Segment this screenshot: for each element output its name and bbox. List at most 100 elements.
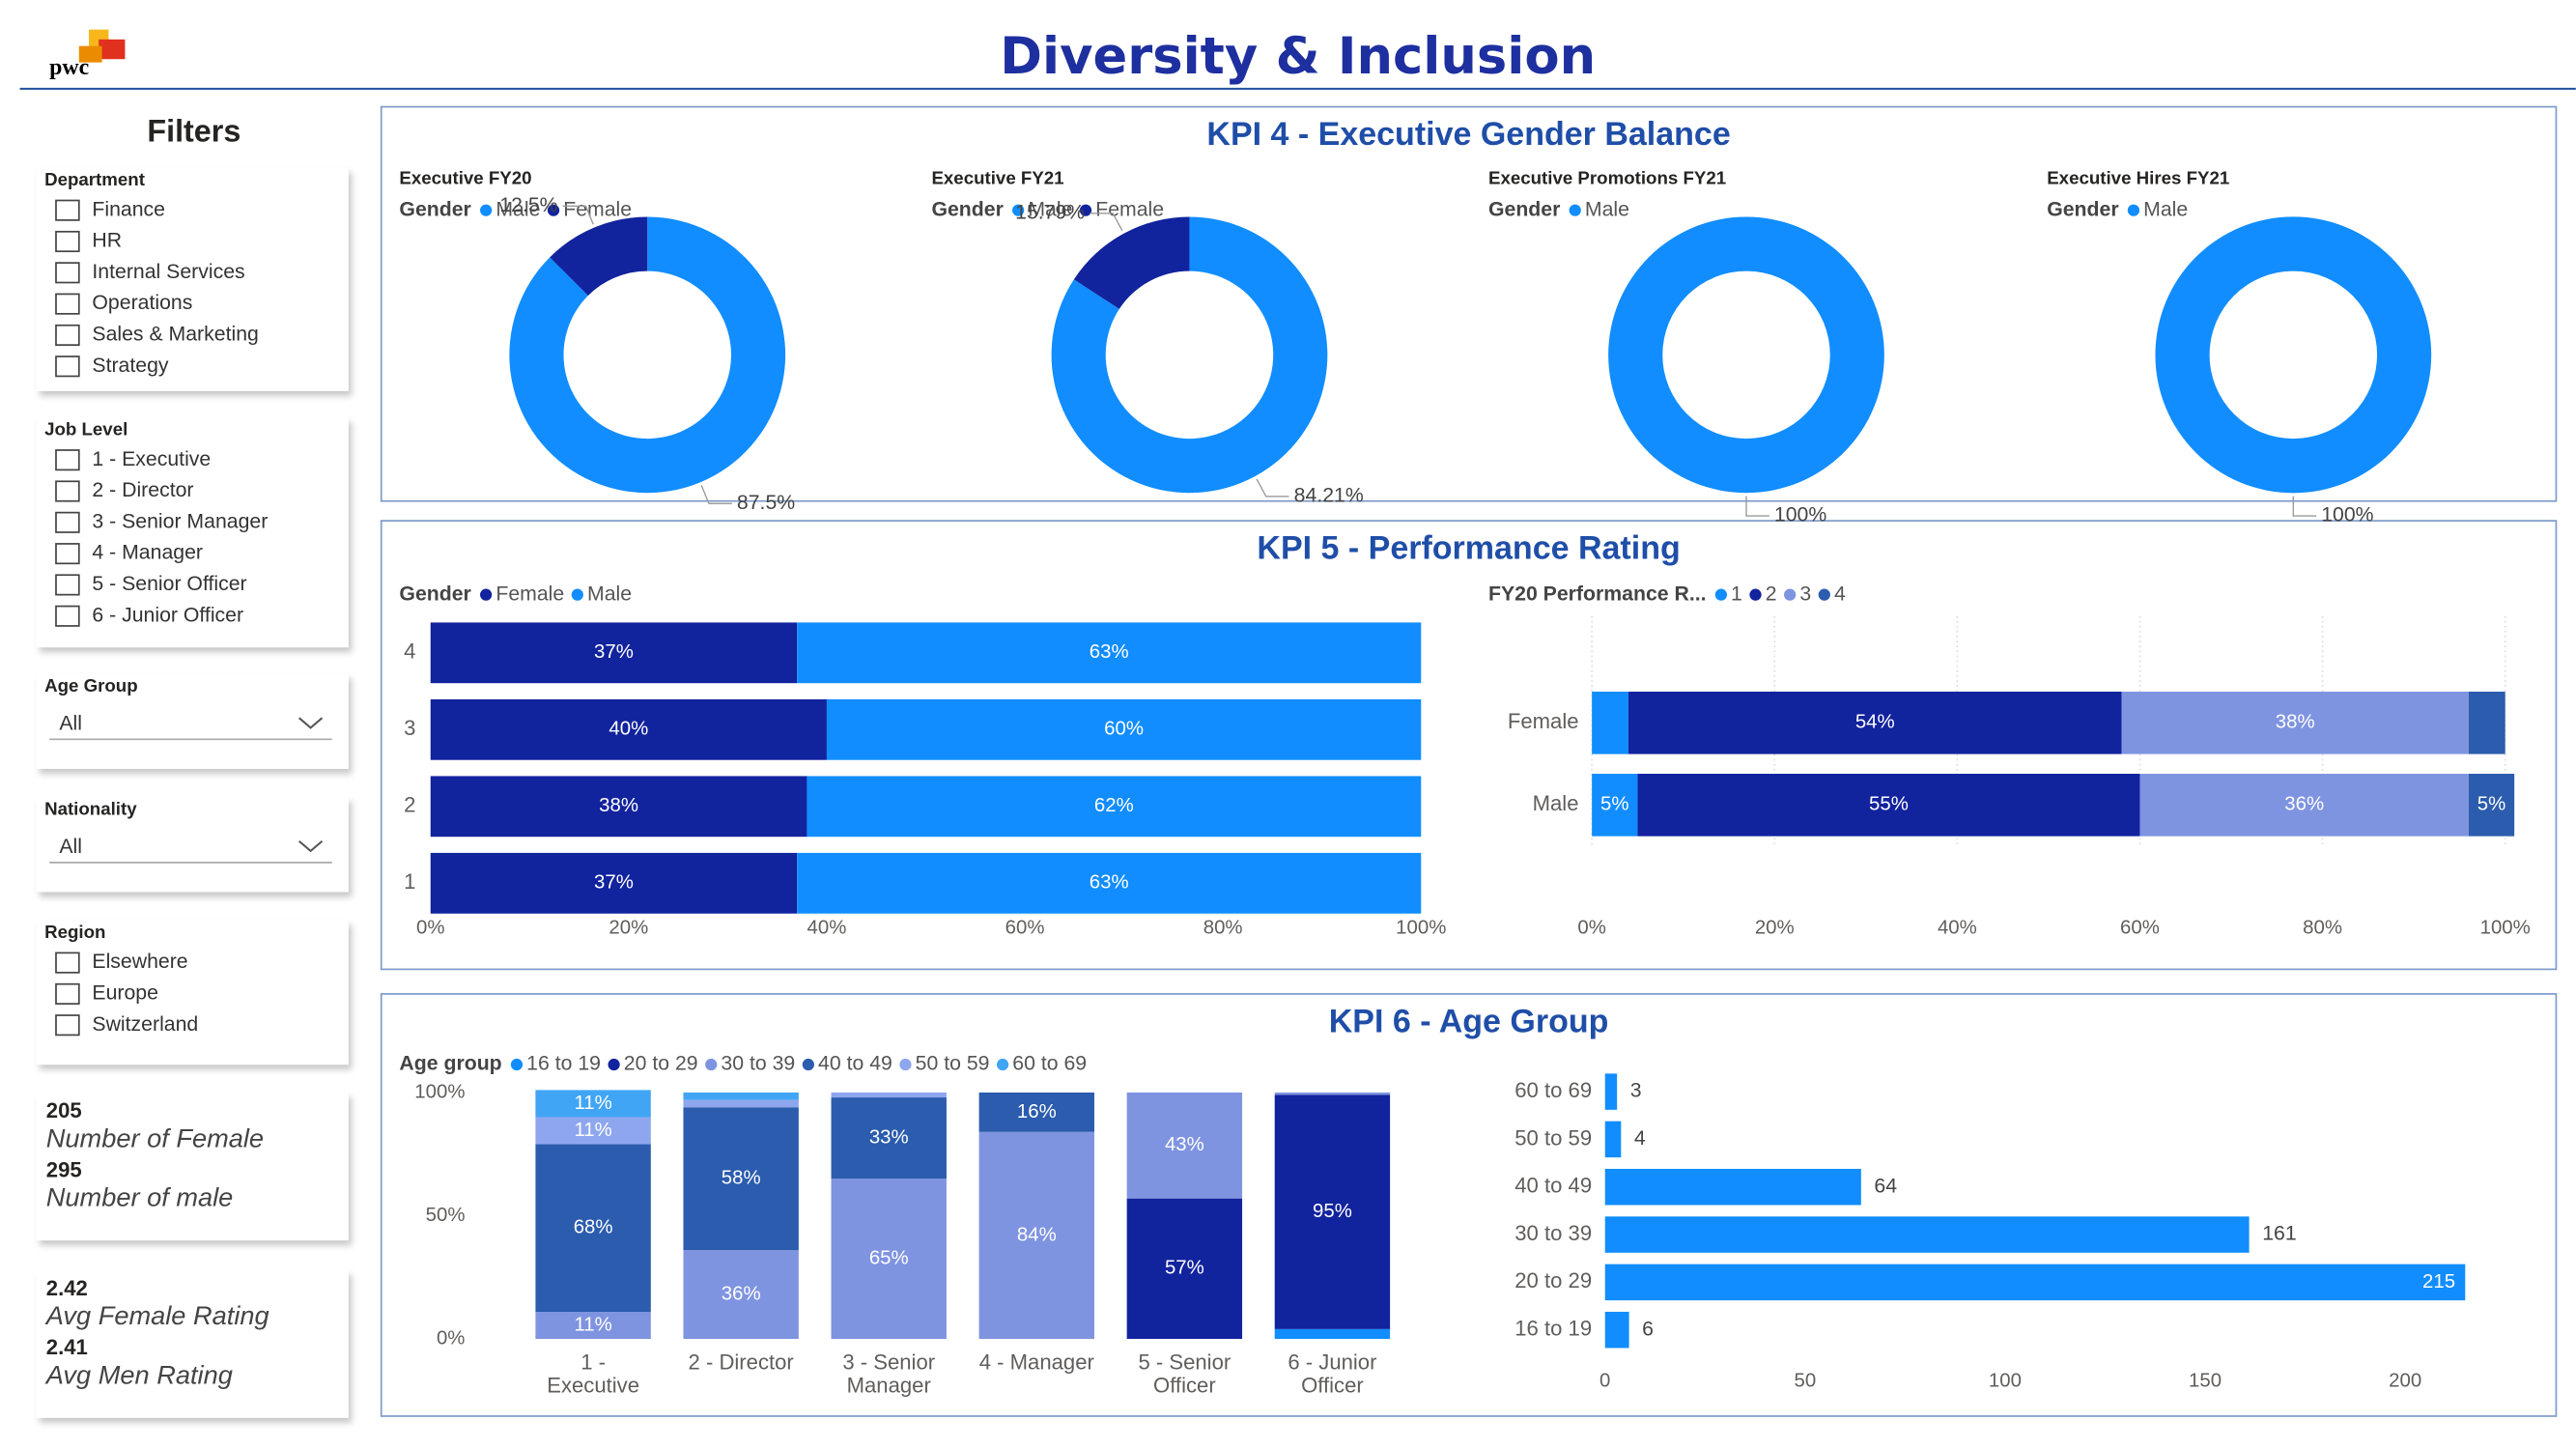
slicer-option[interactable]: HR — [92, 229, 122, 252]
data-label: 36% — [2284, 794, 2324, 815]
data-label: 40% — [609, 719, 648, 740]
x-tick-label: 100% — [2480, 917, 2531, 938]
checkbox[interactable] — [55, 480, 80, 502]
slicer-option[interactable]: Strategy — [92, 354, 169, 377]
slicer-option[interactable]: Finance — [92, 197, 165, 220]
legend-swatch — [1749, 588, 1762, 601]
checkbox[interactable] — [55, 605, 80, 627]
dropdown-value[interactable]: All — [59, 835, 82, 858]
column-segment — [683, 1250, 799, 1340]
slicer-option[interactable]: 6 - Junior Officer — [92, 603, 243, 626]
slicer-box — [36, 796, 349, 893]
data-label: 4 — [1634, 1126, 1646, 1150]
checkbox[interactable] — [55, 574, 80, 596]
slicer-option[interactable]: Elsewhere — [92, 950, 187, 973]
dropdown-chevron[interactable] — [298, 717, 324, 729]
slicer-option[interactable]: 4 - Manager — [92, 541, 203, 564]
legend-swatch — [480, 204, 493, 216]
legend-swatch — [2127, 204, 2140, 216]
leader-line — [562, 205, 594, 225]
leader-line — [1256, 478, 1289, 497]
dropdown-value[interactable]: All — [59, 712, 82, 735]
data-label: 87.5% — [737, 491, 795, 514]
data-label: 84% — [1017, 1224, 1057, 1245]
logo-text: pwc — [49, 55, 89, 80]
legend-label: Male — [2143, 197, 2188, 220]
data-label: 11% — [574, 1120, 611, 1141]
data-label: 161 — [2262, 1222, 2296, 1245]
slicer-box — [36, 167, 349, 391]
donut-slice — [1608, 216, 1884, 494]
data-label: 55% — [1869, 794, 1909, 815]
logo-mark — [78, 29, 126, 63]
data-label: 12.5% — [499, 193, 557, 216]
data-label: 38% — [2276, 712, 2315, 733]
checkbox[interactable] — [55, 230, 80, 253]
donut-slice — [1073, 216, 1190, 309]
data-label: 43% — [1165, 1134, 1204, 1155]
data-label: 95% — [1313, 1201, 1352, 1222]
slicer-title: Age Group — [44, 675, 138, 696]
data-label: 63% — [1090, 641, 1129, 663]
checkbox[interactable] — [55, 1014, 80, 1037]
bar-segment — [1637, 774, 2140, 837]
data-label: 64 — [1874, 1174, 1897, 1197]
dropdown-chevron[interactable] — [298, 839, 324, 853]
donut-slice — [550, 216, 648, 297]
card-value: 205 — [46, 1098, 82, 1122]
checkbox[interactable] — [55, 199, 80, 221]
slicer-option[interactable]: 5 - Senior Officer — [92, 572, 246, 595]
card-label: Number of male — [46, 1182, 234, 1212]
y-tick-label: Male — [1533, 791, 1579, 815]
checkbox[interactable] — [55, 511, 80, 533]
slicer-option[interactable]: 3 - Senior Manager — [92, 509, 268, 532]
bar-segment — [430, 698, 827, 760]
legend-label: 16 to 19 — [526, 1052, 601, 1075]
slicer-option[interactable]: Sales & Marketing — [92, 323, 258, 346]
slicer-option[interactable]: Europe — [92, 981, 158, 1005]
column-segment — [831, 1092, 947, 1098]
data-label: 100% — [1774, 503, 1826, 526]
checkbox[interactable] — [55, 449, 80, 471]
checkbox[interactable] — [55, 952, 80, 974]
y-tick-label: 16 to 19 — [1514, 1317, 1592, 1341]
data-label: 11% — [574, 1093, 611, 1114]
slicer-option[interactable]: 1 - Executive — [92, 447, 211, 470]
slicer-option[interactable]: 2 - Director — [92, 478, 193, 501]
column-segment — [535, 1311, 651, 1340]
data-label: 63% — [1090, 872, 1129, 894]
checkbox[interactable] — [55, 262, 80, 284]
slicer-option[interactable]: Internal Services — [92, 260, 244, 283]
data-label: 100% — [2321, 503, 2373, 526]
donut-slice — [1051, 216, 1328, 494]
chart-title: Executive Hires FY21 — [2047, 167, 2229, 187]
card-label: Avg Men Rating — [44, 1359, 233, 1389]
y-tick-label: 1 — [404, 869, 415, 894]
data-label: 57% — [1165, 1258, 1204, 1279]
checkbox[interactable] — [55, 324, 80, 346]
checkbox[interactable] — [55, 293, 80, 315]
leader-line — [1090, 213, 1123, 232]
y-tick-label: 50% — [426, 1205, 466, 1226]
data-label: 54% — [1855, 712, 1895, 733]
legend-swatch — [1012, 204, 1025, 216]
legend-title: Gender — [931, 197, 1003, 220]
y-tick-label: 0% — [437, 1327, 465, 1349]
chart-title: Executive FY21 — [931, 167, 1063, 187]
checkbox[interactable] — [55, 543, 80, 565]
bar-segment — [1592, 691, 1628, 754]
bar-segment — [797, 852, 1422, 914]
x-tick-label: 40% — [807, 917, 847, 938]
slicer-option[interactable]: Switzerland — [92, 1012, 198, 1036]
slicer-box — [36, 673, 349, 769]
checkbox[interactable] — [55, 355, 80, 378]
bar-segment — [807, 776, 1422, 838]
x-tick-label: 40% — [1938, 917, 1977, 938]
bar-segment — [826, 698, 1422, 760]
slicer-option[interactable]: Operations — [92, 291, 192, 314]
x-tick-label: 6 - Junior Officer — [1288, 1350, 1376, 1397]
x-tick-label: 80% — [2303, 917, 2342, 938]
checkbox[interactable] — [55, 982, 80, 1005]
bar-segment — [430, 852, 798, 914]
